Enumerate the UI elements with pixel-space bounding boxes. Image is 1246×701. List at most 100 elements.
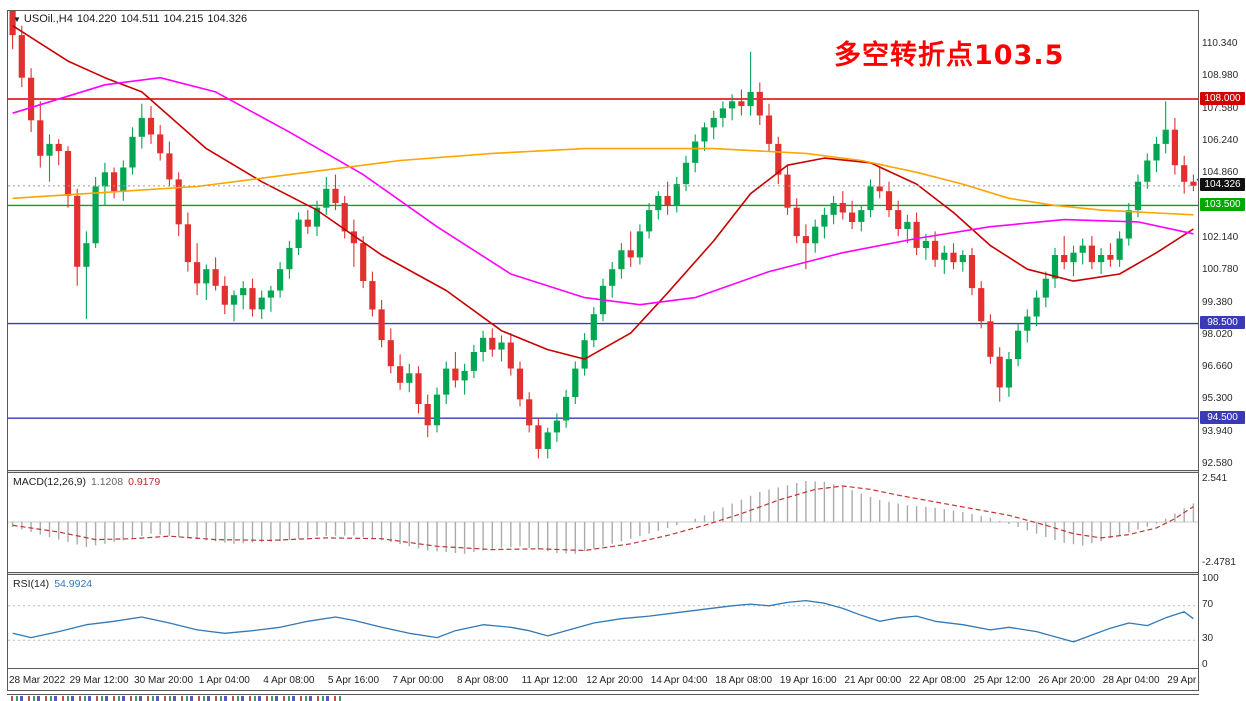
clipped-window-content <box>11 696 341 701</box>
candle-body <box>387 340 394 367</box>
price-tick-label: 108.980 <box>1202 69 1239 81</box>
candle-body <box>922 240 929 248</box>
candle-body <box>212 269 219 286</box>
candle-body <box>627 250 634 258</box>
candle-body <box>802 236 809 244</box>
price-axis[interactable]: 110.340 108.980 107.580 106.240 104.860 102.1… <box>1200 10 1246 692</box>
candle-body <box>397 366 404 383</box>
candle-body <box>904 221 911 229</box>
price-pointer-arrow <box>1196 178 1198 182</box>
candle-body <box>92 186 99 244</box>
annotation-text: 多空转折点103.5 <box>834 40 1065 71</box>
candle-body <box>74 195 81 267</box>
rsi-line <box>12 599 1194 643</box>
candle-body <box>286 247 293 270</box>
time-label: 29 Apr 12:00 <box>1167 675 1225 686</box>
candle-body <box>701 127 708 142</box>
macd-panel-area[interactable] <box>8 473 1198 572</box>
candle-body <box>913 221 920 248</box>
candle-body <box>360 243 367 281</box>
time-label: 22 Apr 08:00 <box>909 675 966 686</box>
candle-body <box>203 269 210 284</box>
candle-body <box>64 151 72 196</box>
price-tick-label: 102.140 <box>1202 231 1239 243</box>
rsi-caption: RSI(14) 54.9924 <box>13 578 97 590</box>
ma-line-fast-red <box>12 25 1194 360</box>
candle-body <box>1098 255 1105 263</box>
close-value: 104.326 <box>207 13 248 25</box>
main-chart-area[interactable] <box>8 11 1198 470</box>
price-tick-label: 95.300 <box>1202 393 1233 405</box>
candle-body <box>267 290 274 298</box>
candle-body <box>18 35 25 78</box>
candle-body <box>1015 330 1022 360</box>
candle-body <box>756 91 763 116</box>
candle-body <box>692 141 699 163</box>
price-tick-label: 100.780 <box>1202 263 1239 275</box>
candle-body <box>544 432 551 449</box>
price-tick-label: 96.660 <box>1202 361 1233 373</box>
open-value: 104.220 <box>76 13 117 25</box>
candle-body <box>1070 252 1077 263</box>
price-level-label: 104.326 <box>1200 178 1245 192</box>
time-label: 19 Apr 16:00 <box>779 675 837 686</box>
candle-body <box>9 11 16 36</box>
candle-body <box>738 101 745 106</box>
candle-body <box>932 240 939 260</box>
symbol-period-label: USOil.,H4 <box>23 13 73 25</box>
candle-body <box>978 288 985 322</box>
rsi-panel-area[interactable] <box>8 575 1198 668</box>
candle-body <box>332 188 339 203</box>
panel-splitter[interactable] <box>8 572 1198 575</box>
candle-body <box>461 370 468 381</box>
candle-body <box>101 172 108 187</box>
ma-line-mid-magenta <box>12 76 1194 306</box>
candle-body <box>996 356 1003 388</box>
candle-body <box>636 231 643 258</box>
candle-body <box>526 399 533 426</box>
time-label: 7 Apr 00:00 <box>392 675 444 686</box>
candle-body <box>1024 316 1031 331</box>
candle-body <box>415 373 422 404</box>
price-tick-label: 104.860 <box>1202 167 1239 179</box>
candle-body <box>470 352 477 371</box>
low-value: 104.215 <box>163 13 204 25</box>
rsi-axis-label: 70 <box>1202 598 1214 610</box>
time-label: 21 Apr 00:00 <box>844 675 902 686</box>
candle-body <box>590 314 597 341</box>
time-label: 28 Apr 04:00 <box>1102 675 1160 686</box>
price-tick-label: 106.240 <box>1202 134 1239 146</box>
time-axis[interactable]: 28 Mar 2022 29 Mar 12:00 30 Mar 20:00 1 Apr… <box>8 668 1224 690</box>
candle-body <box>1033 297 1040 317</box>
candle-body <box>406 373 413 383</box>
candle-body <box>563 396 570 421</box>
candle-body <box>166 153 173 180</box>
one-click-trading-arrow[interactable]: ▼ <box>13 15 21 24</box>
candle-body <box>1162 129 1169 144</box>
candle-body <box>682 162 690 185</box>
candle-body <box>1079 245 1086 253</box>
panel-splitter[interactable] <box>8 470 1198 473</box>
candle-body <box>378 309 385 341</box>
candle-body <box>147 117 155 135</box>
candle-body <box>350 231 357 244</box>
time-label: 30 Mar 20:00 <box>134 675 194 686</box>
time-label: 26 Apr 20:00 <box>1038 675 1095 686</box>
time-label: 1 Apr 04:00 <box>198 675 250 686</box>
time-label: 29 Mar 12:00 <box>69 675 129 686</box>
candle-body <box>1116 238 1123 260</box>
candle-body <box>839 203 846 213</box>
candle-body <box>553 420 560 433</box>
candle-body <box>941 252 948 260</box>
candle-body <box>240 288 247 296</box>
price-tick-label: 107.580 <box>1202 102 1239 114</box>
price-level-label: 108.000 <box>1200 91 1245 105</box>
price-tick-label: 99.380 <box>1202 296 1233 308</box>
macd-signal-line <box>12 485 1194 552</box>
candle-body <box>424 404 431 426</box>
time-label: 12 Apr 20:00 <box>586 675 643 686</box>
candle-body <box>277 269 284 291</box>
candle-body <box>729 101 736 109</box>
candle-body <box>369 281 376 310</box>
